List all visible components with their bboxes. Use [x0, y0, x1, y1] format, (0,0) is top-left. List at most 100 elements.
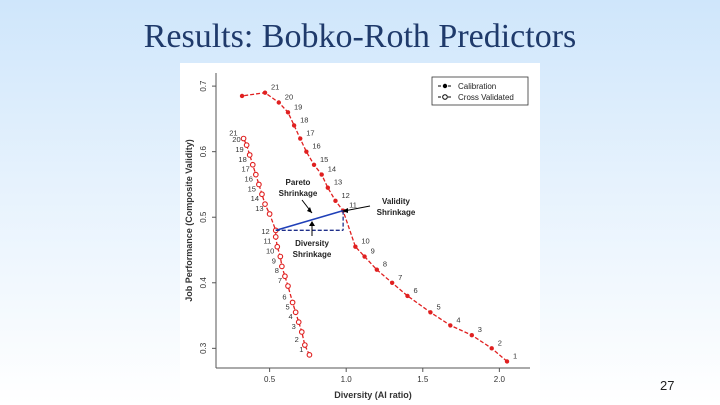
point-label: 7 [398, 273, 402, 282]
calibration-point [311, 162, 317, 167]
calibration-point [428, 310, 433, 315]
calibration-point [319, 172, 324, 177]
calibration-point [362, 254, 367, 259]
point-label: 19 [235, 145, 243, 154]
cross-validated-point [285, 283, 291, 289]
pareto-shrinkage-line [275, 209, 344, 232]
cross-validated-point [282, 273, 288, 280]
cross-validated-point [256, 181, 262, 188]
cross-validated-point [266, 211, 273, 217]
point-label: 13 [255, 204, 263, 213]
point-label: 15 [248, 184, 256, 193]
cross-validated-point [295, 319, 302, 325]
point-label: 4 [289, 312, 293, 321]
calibration-point [448, 323, 453, 328]
y-tick-label: 0.7 [199, 80, 208, 92]
point-label: 18 [238, 155, 246, 164]
legend-box [431, 76, 529, 106]
point-label: 15 [320, 155, 328, 164]
annotation-pareto: Pareto [286, 178, 311, 187]
calibration-point [298, 136, 303, 141]
cross-validated-point [243, 142, 250, 148]
arrow-pareto-head [307, 207, 312, 213]
y-tick-label: 0.3 [199, 342, 208, 354]
point-label: 16 [245, 174, 253, 183]
calibration-point [374, 267, 380, 272]
point-label: 21 [229, 129, 237, 138]
point-label: 2 [498, 338, 502, 347]
calibration-point [504, 359, 510, 364]
calibration-point [469, 333, 474, 338]
calibration-line [241, 92, 508, 362]
point-label: 6 [413, 286, 417, 295]
calibration-point [325, 185, 331, 190]
point-label: 10 [266, 247, 274, 256]
x-tick-label: 1.5 [417, 375, 429, 384]
annotation-validity: Validity [382, 197, 411, 206]
calibration-point [276, 100, 281, 105]
calibration-point [353, 244, 358, 249]
annotation-diversity-2: Shrinkage [293, 250, 332, 259]
point-label: 18 [300, 115, 308, 124]
cross-validated-point [262, 201, 268, 207]
y-axis-label: Job Performance (Composite Validity) [184, 139, 194, 302]
point-label: 10 [361, 237, 369, 246]
point-label: 4 [456, 315, 460, 324]
calibration-point [333, 198, 338, 204]
point-label: 12 [261, 227, 269, 236]
annotation-diversity: Diversity [295, 239, 329, 248]
annotation-validity-2: Shrinkage [377, 208, 416, 217]
cross-validated-point [240, 135, 247, 142]
point-label: 14 [328, 165, 336, 174]
calibration-point [405, 293, 410, 299]
point-label: 20 [285, 93, 293, 102]
calibration-point [489, 346, 494, 351]
point-label: 7 [278, 276, 282, 285]
cross-validated-point [289, 299, 296, 306]
point-label: 8 [275, 266, 279, 275]
calibration-point [285, 110, 291, 115]
cross-validated-point [259, 191, 265, 198]
point-label: 5 [285, 302, 289, 311]
point-label: 6 [282, 292, 286, 301]
cross-validated-point [298, 329, 305, 335]
point-label: 19 [294, 102, 302, 111]
point-label: 8 [383, 260, 387, 269]
legend-cross-validated-label: Cross Validated [458, 93, 514, 102]
point-label: 2 [295, 335, 299, 344]
cross-validated-point [279, 263, 285, 270]
cross-validated-point [292, 309, 299, 316]
x-tick-label: 0.5 [264, 375, 276, 384]
arrow-validity-head [342, 208, 348, 213]
point-label: 1 [299, 345, 303, 354]
cross-validated-point [249, 161, 256, 168]
point-label: 14 [251, 194, 259, 203]
point-label: 13 [334, 178, 342, 187]
point-label: 1 [513, 351, 517, 360]
y-tick-label: 0.4 [199, 277, 208, 289]
cross-validated-point [272, 234, 279, 240]
chart-panel: 0.5 1.0 1.5 2.0 0.3 0.4 0.5 0.6 0.7 Diversity (AI… [180, 63, 540, 405]
cross-validated-point [306, 352, 313, 358]
point-label: 16 [312, 142, 320, 151]
legend-cross-validated-marker [442, 94, 448, 100]
calibration-point [389, 280, 395, 285]
point-label: 17 [306, 129, 314, 138]
calibration-point [239, 93, 245, 99]
point-label: 17 [241, 165, 249, 174]
calibration-point [262, 90, 268, 95]
point-label: 20 [232, 135, 240, 144]
point-label: 9 [272, 256, 276, 265]
x-tick-label: 1.0 [341, 375, 353, 384]
slide-title: Results: Bobko-Roth Predictors [143, 18, 577, 55]
cross-validated-point [274, 243, 281, 250]
point-label: 5 [436, 302, 440, 311]
point-label: 12 [341, 191, 349, 200]
x-tick-label: 2.0 [494, 375, 506, 384]
pareto-chart: 0.5 1.0 1.5 2.0 0.3 0.4 0.5 0.6 0.7 Diversity (AI… [184, 73, 530, 400]
cross-validated-point [277, 253, 284, 260]
y-tick-label: 0.5 [199, 211, 208, 223]
arrow-diversity-head [309, 221, 315, 226]
cross-validated-line [243, 138, 310, 356]
calibration-point [304, 149, 309, 154]
